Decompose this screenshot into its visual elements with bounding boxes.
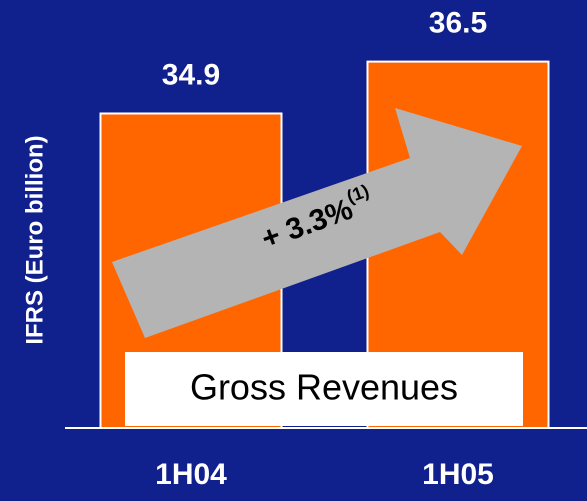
value-label: 36.5 [429, 7, 487, 40]
y-axis-label: IFRS (Euro billion) [21, 135, 48, 344]
label-box [125, 352, 523, 426]
x-tick-label: 1H05 [422, 458, 494, 491]
value-label: 34.9 [162, 58, 220, 91]
growth-arrow [112, 108, 522, 338]
x-tick-label: 1H04 [155, 458, 227, 491]
series-label: Gross Revenues [190, 367, 458, 408]
